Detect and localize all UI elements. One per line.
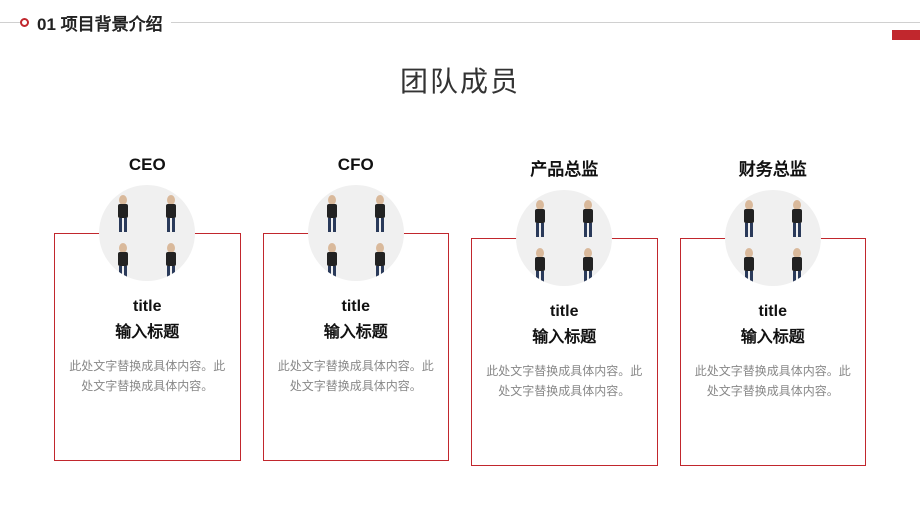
role-label: CEO	[129, 155, 166, 175]
role-label: 财务总监	[739, 155, 807, 180]
card-title-en: title	[486, 303, 643, 321]
team-card: 财务总监 title 输入标题 此处文字替换成具体内容。此处文字替换成具体内容。	[680, 155, 867, 466]
team-card: 产品总监 title 输入标题 此处文字替换成具体内容。此处文字替换成具体内容。	[471, 155, 658, 466]
team-card: CEO title 输入标题 此处文字替换成具体内容。此处文字替换成具体内容。	[54, 155, 241, 466]
card-desc: 此处文字替换成具体内容。此处文字替换成具体内容。	[486, 361, 643, 402]
card-desc: 此处文字替换成具体内容。此处文字替换成具体内容。	[695, 361, 852, 402]
section-label: 01 项目背景介绍	[37, 10, 163, 35]
card-desc: 此处文字替换成具体内容。此处文字替换成具体内容。	[69, 356, 226, 397]
avatar-icon	[725, 190, 821, 286]
card-title-cn: 输入标题	[69, 318, 226, 342]
team-card: CFO title 输入标题 此处文字替换成具体内容。此处文字替换成具体内容。	[263, 155, 450, 466]
card-title-en: title	[278, 298, 435, 316]
section-header: 01 项目背景介绍	[20, 10, 171, 35]
bullet-icon	[20, 18, 29, 27]
card-title-cn: 输入标题	[486, 323, 643, 347]
card-title-cn: 输入标题	[695, 323, 852, 347]
card-title-cn: 输入标题	[278, 318, 435, 342]
card-title-en: title	[695, 303, 852, 321]
card-title-en: title	[69, 298, 226, 316]
page-title: 团队成员	[0, 60, 920, 100]
role-label: 产品总监	[530, 155, 598, 180]
avatar-icon	[308, 185, 404, 281]
card-desc: 此处文字替换成具体内容。此处文字替换成具体内容。	[278, 356, 435, 397]
team-cards: CEO title 输入标题 此处文字替换成具体内容。此处文字替换成具体内容。 …	[54, 155, 866, 466]
accent-tab	[892, 30, 920, 40]
avatar-icon	[516, 190, 612, 286]
role-label: CFO	[338, 155, 374, 175]
avatar-icon	[99, 185, 195, 281]
